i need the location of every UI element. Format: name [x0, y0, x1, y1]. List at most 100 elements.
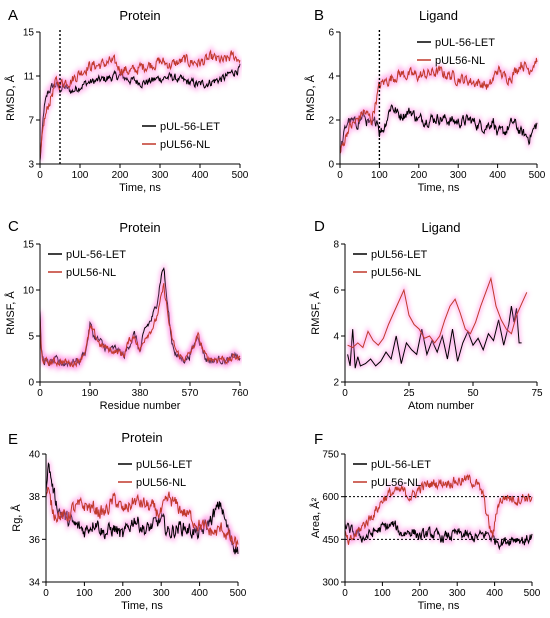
x-axis-label: Time, ns — [119, 182, 161, 194]
panel-title: Ligand — [419, 8, 458, 23]
panel-a: A Protein 0 100 200 300 400 500 3 7 11 15 Time, ns RM… — [4, 7, 249, 194]
legend: pUL-56-LET pUL56-NL — [417, 37, 495, 67]
x-tick-label: 400 — [192, 170, 209, 181]
y-tick-label: 300 — [322, 578, 339, 589]
x-tick-label: 760 — [232, 388, 249, 399]
x-tick-label: 100 — [72, 170, 89, 181]
panel-letter: B — [314, 7, 324, 24]
panel-letter: F — [314, 431, 323, 448]
y-axis-label: RMSD, Å — [4, 74, 17, 121]
y-axis-label: RMSD, Å — [304, 74, 317, 121]
legend-label: pUL-56-LET — [371, 459, 431, 471]
y-axis-label: Rg, Å — [10, 504, 23, 532]
y-tick-label: 0 — [328, 160, 334, 171]
legend-label: pUL56-NL — [435, 55, 485, 67]
legend-label: pUL-56-LET — [66, 249, 126, 261]
y-tick-label: 8 — [333, 240, 339, 251]
x-tick-label: 500 — [232, 170, 249, 181]
legend: pUL56-LET pUL56-NL — [353, 249, 428, 279]
x-tick-label: 50 — [467, 388, 479, 399]
series-line-nl — [340, 57, 538, 154]
panel-f: F 0 100 200 300 400 500 300 450 600 750 Time, ns Are… — [309, 431, 541, 612]
y-tick-label: 40 — [29, 450, 41, 461]
y-tick-label: 6 — [333, 286, 339, 297]
y-tick-label: 34 — [29, 578, 41, 589]
x-tick-label: 190 — [82, 388, 99, 399]
series-line-let — [40, 63, 241, 161]
panel-letter: D — [314, 218, 325, 235]
y-tick-label: 750 — [322, 450, 339, 461]
y-axis-label: RMSF, Å — [309, 291, 322, 335]
x-tick-label: 100 — [374, 588, 391, 599]
series-glow — [346, 270, 529, 352]
legend-label: pUL-56-LET — [160, 121, 220, 133]
plot-area — [40, 44, 242, 161]
x-tick-label: 25 — [403, 388, 415, 399]
y-tick-label: 4 — [333, 332, 339, 343]
y-tick-label: 38 — [29, 492, 41, 503]
panel-c: C Protein 0 190 380 570 760 0 5 10 15 Residue numbe… — [4, 218, 249, 412]
y-tick-label: 2 — [328, 116, 334, 127]
y-axis-label: Area, Å² — [309, 497, 322, 538]
panel-d: D Ligand 0 25 50 75 2 4 6 8 Atom number RMSF, Å pUL5… — [309, 218, 543, 412]
legend-label: pUL-56-LET — [435, 37, 495, 49]
series-line-let — [345, 520, 533, 551]
legend: pUL-56-LET pUL56-NL — [142, 121, 220, 151]
x-tick-label: 100 — [371, 170, 388, 181]
x-tick-label: 0 — [43, 588, 49, 599]
x-tick-label: 200 — [411, 588, 428, 599]
legend-label: pUL56-NL — [66, 267, 116, 279]
series-line-nl — [46, 486, 239, 548]
x-tick-label: 0 — [37, 388, 43, 399]
y-tick-label: 4 — [328, 72, 334, 83]
y-tick-label: 7 — [28, 116, 34, 127]
y-tick-label: 450 — [322, 535, 339, 546]
x-tick-label: 400 — [486, 588, 503, 599]
y-tick-label: 15 — [23, 240, 35, 251]
x-tick-label: 75 — [531, 388, 543, 399]
plot-area — [46, 458, 240, 558]
x-tick-label: 200 — [114, 588, 131, 599]
panel-letter: E — [8, 431, 18, 448]
panel-e: E Protein 0 100 200 300 400 500 34 36 38 40 Time, ns… — [8, 430, 247, 612]
panel-title: Protein — [119, 8, 160, 23]
x-tick-label: 200 — [410, 170, 427, 181]
x-axis-label: Time, ns — [418, 182, 460, 194]
x-tick-label: 380 — [132, 388, 149, 399]
x-tick-label: 400 — [489, 170, 506, 181]
plot-area — [340, 57, 539, 155]
x-axis-label: Atom number — [408, 400, 474, 412]
series-line-nl — [40, 49, 241, 160]
series-glow — [340, 57, 539, 155]
y-tick-label: 11 — [24, 72, 35, 83]
series-line-nl — [347, 276, 528, 349]
x-tick-label: 300 — [152, 170, 169, 181]
x-tick-label: 300 — [153, 588, 170, 599]
x-tick-label: 500 — [529, 170, 546, 181]
series-line-nl — [345, 473, 533, 545]
y-axis-label: RMSF, Å — [4, 291, 17, 335]
panel-title: Protein — [119, 220, 160, 235]
legend: pUL56-LET pUL56-NL — [118, 459, 193, 489]
x-axis-label: Time, ns — [121, 600, 163, 612]
legend-label: pUL56-LET — [136, 459, 193, 471]
x-axis-label: Residue number — [100, 400, 181, 412]
y-tick-label: 36 — [29, 535, 41, 546]
panel-letter: C — [8, 218, 19, 235]
legend-label: pUL56-NL — [371, 477, 421, 489]
plot-area — [345, 468, 534, 557]
x-tick-label: 0 — [37, 170, 43, 181]
legend-label: pUL56-NL — [136, 477, 186, 489]
series-glow — [345, 305, 522, 369]
y-tick-label: 15 — [23, 28, 35, 39]
y-tick-label: 3 — [28, 160, 34, 171]
x-tick-label: 570 — [182, 388, 199, 399]
panel-title: Ligand — [421, 220, 460, 235]
legend-label: pUL56-NL — [371, 267, 421, 279]
x-tick-label: 300 — [449, 588, 466, 599]
plot-area — [345, 270, 529, 369]
y-tick-label: 10 — [23, 286, 35, 297]
series-line-nl — [40, 283, 241, 368]
y-tick-label: 0 — [28, 378, 34, 389]
